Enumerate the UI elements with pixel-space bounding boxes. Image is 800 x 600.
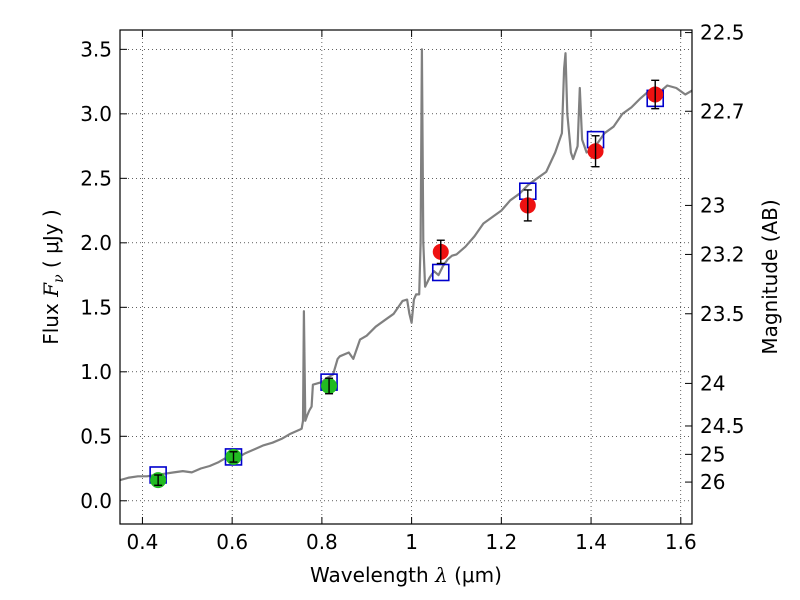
x-tick-label-2: 0.8 [306, 530, 338, 554]
y-tick-label-5: 2.5 [80, 166, 112, 190]
x-axis-symbol: λ [434, 563, 448, 587]
x-axis-label: Wavelength λ (μm) [310, 563, 502, 587]
y2-tick-label-0: 22.5 [700, 21, 745, 45]
grid [120, 30, 692, 524]
y-axis-title: Flux [39, 303, 63, 345]
y2-tick-label-4: 23.5 [700, 302, 745, 326]
x-tick-label-0: 0.4 [127, 530, 159, 554]
spectrum-line [120, 48, 692, 482]
y2-axis-title: Magnitude (AB) [758, 199, 782, 354]
y2-tick-label-6: 24.5 [700, 414, 745, 438]
y2-tick-label-7: 25 [700, 442, 725, 466]
x-tick-label-6: 1.6 [665, 530, 697, 554]
model-square-3 [431, 263, 450, 282]
y2-tick-label-2: 23 [700, 193, 725, 217]
y-axis-unit: μJy [39, 223, 63, 254]
y-axis-subscript: ν [51, 274, 67, 283]
axes-ticks: 0.4 0.6 0.8 1 1.2 1.4 1.6 0.0 0.5 1.0 1.5 2.0 2.5 3.0… [80, 21, 744, 554]
y2-axis-label: Magnitude (AB) [758, 199, 782, 354]
y-axis-symbol: F [39, 282, 63, 298]
y2-tick-label-8: 26 [700, 470, 725, 494]
x-tick-label-5: 1.4 [575, 530, 607, 554]
y-tick-label-2: 1.0 [80, 360, 112, 384]
y2-tick-label-1: 22.7 [700, 99, 745, 123]
y-tick-label-1: 0.5 [80, 424, 112, 448]
x-tick-label-4: 1.2 [485, 530, 517, 554]
x-axis-unit: μm [462, 563, 494, 587]
y2-tick-label-5: 24 [700, 371, 725, 395]
y-tick-label-7: 3.5 [80, 37, 112, 61]
x-tick-label-3: 1 [405, 530, 418, 554]
svg-text:Flux Fν ( μJy ): Flux Fν ( μJy ) [39, 209, 67, 345]
x-tick-label-1: 0.6 [216, 530, 248, 554]
y-tick-label-0: 0.0 [80, 489, 112, 513]
y-axis-label: Flux Fν ( μJy ) [39, 209, 67, 345]
y-tick-label-3: 1.5 [80, 295, 112, 319]
y-tick-label-4: 2.0 [80, 231, 112, 255]
plot-area [120, 48, 692, 489]
y2-tick-label-3: 23.2 [700, 242, 745, 266]
svg-text:Wavelength λ (μm): Wavelength λ (μm) [310, 563, 502, 587]
y-tick-label-6: 3.0 [80, 102, 112, 126]
x-axis-title: Wavelength [310, 563, 429, 587]
plot-frame [119, 29, 693, 525]
